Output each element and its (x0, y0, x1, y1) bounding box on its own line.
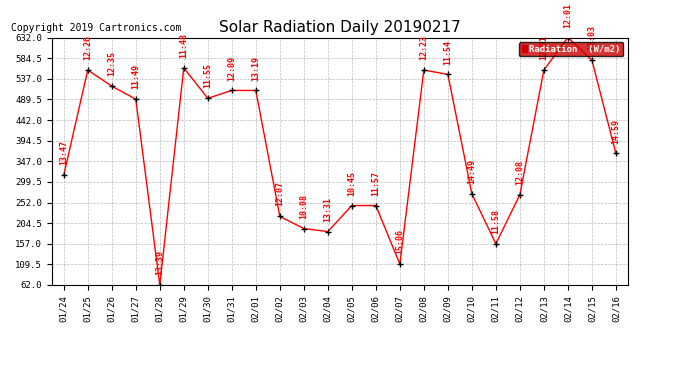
Text: 11:48: 11:48 (179, 33, 188, 58)
Text: 12:01: 12:01 (563, 3, 573, 28)
Legend: Radiation  (W/m2): Radiation (W/m2) (520, 42, 623, 56)
Text: 12:09: 12:09 (227, 56, 236, 81)
Text: 12:26: 12:26 (83, 35, 92, 60)
Text: 14:49: 14:49 (467, 159, 476, 184)
Text: 12:23: 12:23 (420, 35, 428, 60)
Text: 12:03: 12:03 (587, 25, 596, 50)
Text: 10:08: 10:08 (299, 194, 308, 219)
Text: 13:47: 13:47 (59, 140, 68, 165)
Text: 11:49: 11:49 (131, 64, 140, 89)
Text: 12:08: 12:08 (515, 160, 524, 185)
Text: 10:45: 10:45 (347, 171, 356, 196)
Text: 11:54: 11:54 (444, 39, 453, 64)
Text: 15:06: 15:06 (395, 229, 404, 254)
Text: Copyright 2019 Cartronics.com: Copyright 2019 Cartronics.com (12, 22, 181, 33)
Text: 13:39: 13:39 (155, 250, 164, 275)
Text: 12:07: 12:07 (275, 182, 284, 207)
Text: 13:31: 13:31 (324, 197, 333, 222)
Text: 11:58: 11:58 (491, 209, 500, 234)
Text: 13:19: 13:19 (251, 56, 260, 81)
Text: 11:57: 11:57 (371, 171, 380, 196)
Text: 14:59: 14:59 (611, 118, 620, 144)
Text: 11:55: 11:55 (204, 63, 213, 88)
Text: 12:01: 12:01 (540, 35, 549, 60)
Text: 12:35: 12:35 (107, 51, 117, 76)
Title: Solar Radiation Daily 20190217: Solar Radiation Daily 20190217 (219, 20, 461, 35)
